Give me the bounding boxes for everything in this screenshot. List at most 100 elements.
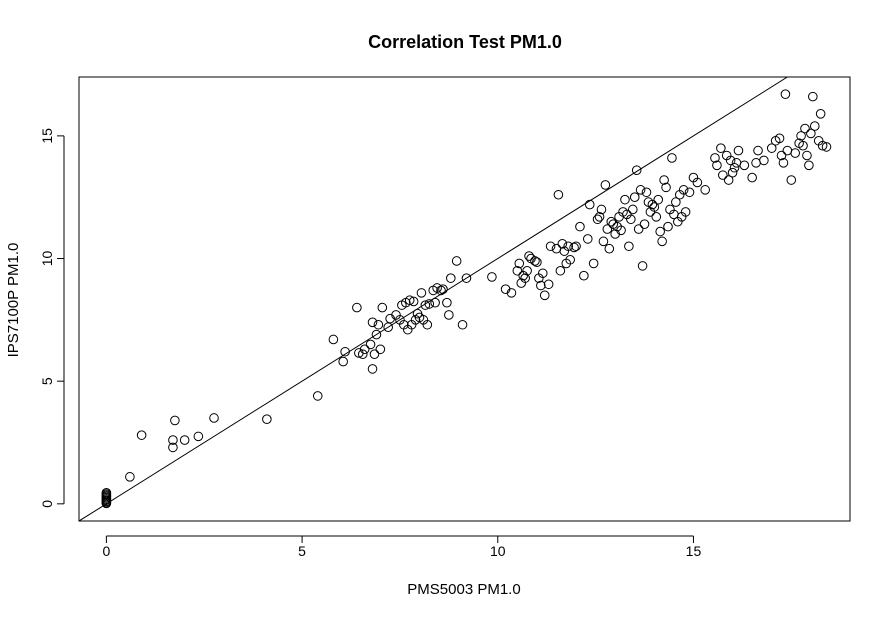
- data-point: [522, 265, 532, 276]
- data-point: [598, 236, 609, 247]
- data-point: [553, 189, 564, 200]
- data-point: [729, 162, 740, 173]
- data-point: [815, 108, 826, 119]
- data-point: [555, 265, 566, 276]
- data-point: [776, 150, 787, 161]
- data-point: [461, 273, 472, 283]
- data-point: [524, 251, 534, 261]
- data-point: [451, 256, 462, 266]
- data-point: [624, 241, 634, 252]
- data-point: [168, 442, 178, 453]
- data-point: [637, 261, 648, 271]
- data-point: [723, 175, 734, 185]
- data-point: [557, 239, 568, 249]
- data-point: [416, 288, 427, 298]
- x-axis: 0 5 10 15: [102, 535, 701, 559]
- data-point: [532, 257, 542, 268]
- data-point: [759, 155, 769, 166]
- data-point: [641, 187, 652, 198]
- data-point: [725, 155, 736, 166]
- data-point: [530, 256, 540, 266]
- x-tick-label: 0: [102, 543, 110, 559]
- y-axis-label: IPS7100P PM1.0: [5, 243, 22, 358]
- data-point: [430, 297, 440, 308]
- data-point: [626, 214, 636, 225]
- data-points: [101, 89, 832, 509]
- data-point: [633, 224, 644, 234]
- data-point: [352, 302, 362, 313]
- data-point: [101, 487, 112, 498]
- data-point: [821, 142, 832, 152]
- data-point: [700, 185, 710, 195]
- data-point: [639, 219, 650, 229]
- data-point: [312, 391, 323, 401]
- data-point: [357, 349, 368, 359]
- data-point: [739, 160, 750, 171]
- data-point: [375, 344, 386, 355]
- data-point: [442, 297, 452, 308]
- data-point: [594, 212, 605, 222]
- data-point: [604, 243, 615, 254]
- data-point: [365, 339, 376, 350]
- data-point: [671, 197, 681, 207]
- data-point: [209, 413, 219, 423]
- data-point: [657, 236, 667, 247]
- data-point: [817, 140, 828, 151]
- data-point: [367, 317, 378, 328]
- data-point: [328, 334, 339, 345]
- data-point: [168, 435, 178, 445]
- data-point: [780, 89, 791, 99]
- data-point: [514, 258, 525, 269]
- data-point: [716, 143, 726, 153]
- data-point: [667, 153, 677, 163]
- data-point: [606, 216, 617, 227]
- data-point: [170, 415, 180, 426]
- data-point: [796, 131, 806, 141]
- data-point: [569, 242, 579, 253]
- data-point: [543, 279, 554, 290]
- data-point: [680, 207, 691, 217]
- data-point: [579, 270, 589, 281]
- data-point: [424, 299, 435, 309]
- data-point: [809, 121, 820, 131]
- data-point: [684, 187, 695, 198]
- y-tick-label: 5: [39, 377, 55, 385]
- data-point: [596, 204, 607, 215]
- data-point: [790, 148, 801, 158]
- data-point: [663, 221, 673, 232]
- data-point: [545, 241, 556, 252]
- data-point: [551, 243, 562, 254]
- data-point: [408, 296, 419, 307]
- data-point: [806, 128, 816, 139]
- data-point: [536, 280, 546, 291]
- data-point: [584, 199, 595, 210]
- data-point: [786, 175, 797, 185]
- data-point: [710, 153, 720, 163]
- data-point: [778, 158, 789, 168]
- data-point: [712, 160, 722, 171]
- data-point: [446, 273, 456, 283]
- data-point: [404, 295, 415, 306]
- data-point: [373, 319, 384, 330]
- data-point: [661, 182, 671, 193]
- y-tick-label: 15: [39, 128, 55, 144]
- data-point: [678, 185, 689, 195]
- data-point: [565, 254, 575, 265]
- y-tick-label: 0: [39, 500, 55, 508]
- data-point: [659, 175, 669, 185]
- data-point: [369, 349, 380, 359]
- data-point: [620, 194, 630, 205]
- data-point: [655, 226, 665, 237]
- data-point: [582, 234, 593, 244]
- data-point: [647, 199, 658, 210]
- data-point: [774, 133, 785, 144]
- data-point: [506, 288, 517, 298]
- data-point: [635, 185, 646, 195]
- data-point: [377, 302, 388, 313]
- data-point: [457, 319, 468, 330]
- y-axis: 0 5 10 15: [39, 128, 65, 508]
- chart-title: Correlation Test PM1.0: [368, 32, 562, 52]
- data-point: [520, 273, 530, 283]
- data-point: [653, 194, 664, 205]
